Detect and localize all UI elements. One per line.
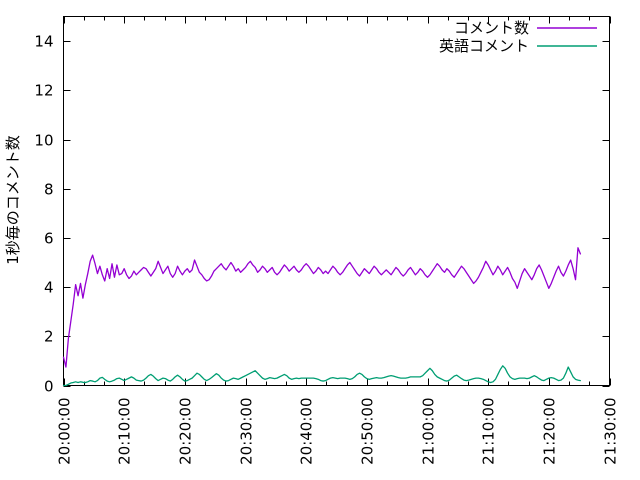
y-tick-label-10: 10 [34,132,53,150]
y-tick-label-0: 0 [44,378,54,396]
x-axis-ticks [63,16,612,386]
x-tick-label-20:20:00: 20:20:00 [177,398,195,465]
x-tick-label-20:40:00: 20:40:00 [298,398,316,465]
x-axis-minor-ticks [83,16,591,386]
x-tick-label-20:50:00: 20:50:00 [359,398,377,465]
series-line-1 [62,365,582,387]
series-line-0 [62,247,582,368]
x-tick-label-20:00:00: 20:00:00 [56,398,74,465]
y-tick-label-8: 8 [44,181,54,199]
legend-label-0: コメント数 [454,19,529,37]
x-tick-label-21:20:00: 21:20:00 [541,398,559,465]
y-axis-ticks [63,40,610,388]
y-tick-label-6: 6 [44,230,54,248]
y-tick-label-2: 2 [44,328,54,346]
y-tick-label-14: 14 [34,33,53,51]
legend-label-1: 英語コメント [439,37,529,55]
y-tick-label-4: 4 [44,279,54,297]
x-tick-label-20:30:00: 20:30:00 [238,398,256,465]
y-axis-title: 1秒毎のコメント数 [4,135,22,265]
plot-area-border [62,15,611,387]
x-tick-label-21:10:00: 21:10:00 [480,398,498,465]
x-tick-label-21:30:00: 21:30:00 [602,398,620,465]
data-series-group [62,247,582,387]
y-tick-label-12: 12 [34,82,53,100]
y-axis-tick-labels: 0 2 4 6 8 10 12 14 [34,33,53,396]
x-axis-tick-labels: 20:00:00 20:10:00 20:20:00 20:30:00 20:40:00… [56,398,620,465]
x-tick-label-20:10:00: 20:10:00 [116,398,134,465]
x-tick-label-21:00:00: 21:00:00 [420,398,438,465]
